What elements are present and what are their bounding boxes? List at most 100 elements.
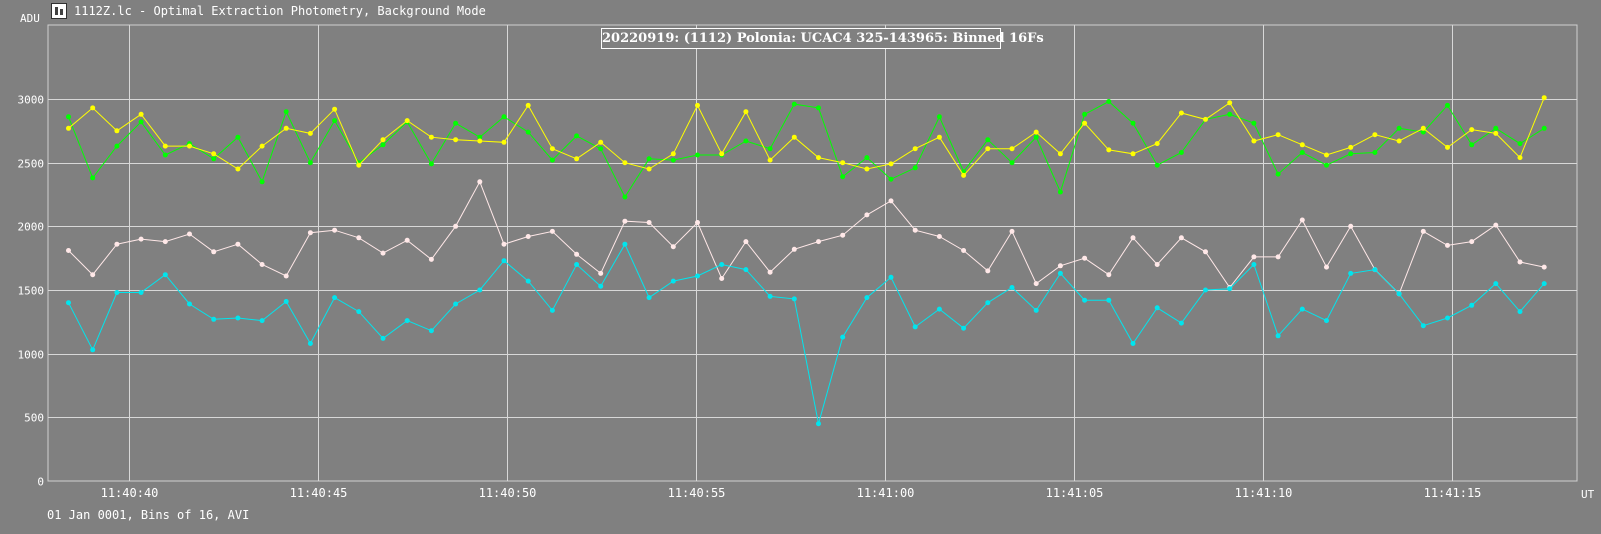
series-3 — [66, 179, 1547, 297]
data-point — [1396, 291, 1402, 297]
data-point — [66, 300, 71, 306]
data-point — [622, 241, 628, 247]
data-point — [66, 248, 71, 253]
data-point — [1057, 151, 1063, 157]
data-point — [864, 295, 870, 301]
data-point — [743, 109, 749, 115]
data-point — [888, 161, 894, 167]
data-point — [1251, 120, 1257, 126]
data-point — [259, 143, 265, 149]
data-point — [477, 138, 483, 144]
data-point — [501, 258, 507, 264]
data-point — [816, 155, 821, 161]
data-point — [888, 274, 894, 280]
footer-info: 01 Jan 0001, Bins of 16, AVI — [47, 508, 250, 522]
data-point — [840, 174, 846, 180]
data-point — [380, 142, 386, 148]
data-point — [598, 270, 604, 276]
data-point — [888, 198, 894, 204]
data-point — [936, 134, 942, 140]
data-point — [1178, 320, 1184, 326]
data-point — [187, 143, 192, 149]
data-point — [66, 114, 71, 120]
series-2 — [66, 95, 1547, 178]
data-point — [912, 146, 918, 152]
data-point — [138, 119, 144, 125]
data-point — [380, 137, 386, 143]
grid-layer — [47, 24, 1578, 482]
data-point — [743, 267, 749, 273]
data-point — [1445, 144, 1450, 150]
data-point — [90, 105, 96, 111]
data-point — [356, 162, 362, 168]
series-line — [68, 243, 1545, 424]
data-point — [1082, 120, 1088, 126]
data-point — [1009, 228, 1015, 234]
data-point — [1275, 254, 1281, 260]
data-point — [1203, 249, 1208, 255]
data-point — [1033, 281, 1039, 287]
data-point — [404, 118, 410, 124]
data-point — [90, 175, 96, 181]
data-point — [888, 176, 894, 182]
data-point — [816, 239, 821, 245]
data-point — [1227, 100, 1233, 106]
data-point — [1324, 318, 1329, 324]
data-point — [1299, 142, 1305, 148]
data-point — [1324, 162, 1329, 168]
series-line — [68, 100, 1545, 199]
x-tick-label: 11:41:10 — [1235, 486, 1293, 500]
data-point — [864, 212, 870, 218]
data-point — [1154, 141, 1160, 147]
data-point — [695, 152, 700, 158]
data-point — [670, 278, 676, 284]
data-point — [719, 151, 725, 157]
light-curve-app-icon[interactable] — [51, 3, 67, 19]
data-point — [1348, 144, 1354, 150]
data-point — [162, 143, 168, 149]
data-point — [1493, 130, 1499, 136]
x-tick-label: 11:40:55 — [668, 486, 726, 500]
data-point — [1009, 285, 1015, 290]
data-point — [1541, 95, 1547, 101]
data-point — [1251, 254, 1257, 260]
data-point — [549, 307, 555, 313]
data-point — [1009, 146, 1015, 152]
data-point — [138, 290, 144, 295]
data-point — [936, 114, 942, 120]
data-point — [1033, 307, 1039, 313]
plot-frame — [47, 24, 1578, 482]
data-point — [283, 299, 289, 304]
data-point — [477, 134, 483, 140]
data-point — [1541, 264, 1547, 270]
data-point — [1469, 142, 1475, 148]
data-point — [187, 301, 192, 307]
data-point — [695, 273, 700, 279]
data-point — [816, 105, 821, 111]
data-point — [1420, 125, 1426, 131]
data-point — [356, 309, 362, 315]
data-point — [138, 236, 144, 242]
data-point — [138, 111, 144, 117]
data-point — [114, 290, 120, 295]
y-tick-label: 1000 — [18, 349, 45, 362]
data-point — [1275, 333, 1281, 339]
data-point — [1445, 315, 1450, 321]
data-point — [549, 228, 555, 234]
data-point — [598, 146, 604, 152]
y-tick-label: 0 — [37, 476, 44, 489]
series-1 — [66, 99, 1547, 200]
data-point — [985, 146, 991, 152]
data-point — [791, 101, 797, 107]
data-point — [985, 268, 991, 274]
data-point — [791, 296, 797, 302]
data-point — [428, 256, 434, 262]
data-point — [259, 262, 265, 267]
data-point — [1154, 162, 1160, 168]
data-point — [307, 130, 313, 136]
data-point — [356, 235, 362, 241]
data-point — [646, 220, 652, 225]
data-point — [1420, 228, 1426, 234]
data-point — [259, 179, 265, 185]
